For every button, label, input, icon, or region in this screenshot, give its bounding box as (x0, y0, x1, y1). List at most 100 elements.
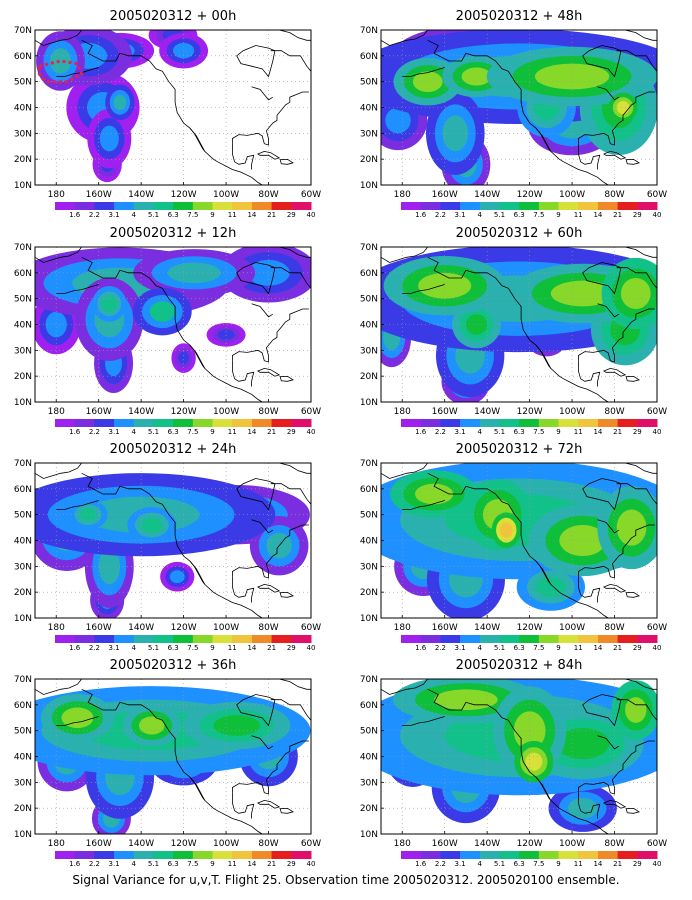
colorbar-label: 11 (574, 860, 583, 868)
colorbar-label: 2.2 (435, 860, 446, 868)
colorbar-label: 40 (653, 860, 662, 868)
map-panels: 2005020312 + 00h 10N 20N 30N 40N 50N 60N 70N 180… (14, 9, 667, 868)
coastline (578, 360, 601, 387)
colorbar-swatch (212, 202, 233, 210)
colorbar-swatch (617, 851, 638, 859)
colorbar-label: 1.6 (69, 428, 81, 436)
y-tick-label: 10N (360, 830, 378, 840)
colorbar-swatch (538, 419, 560, 427)
colorbar-label: 3.1 (109, 860, 120, 868)
variance-contour (99, 125, 119, 152)
colorbar-swatch (558, 202, 579, 210)
colorbar-swatch (479, 851, 500, 859)
y-tick-label: 30N (14, 778, 32, 788)
colorbar-label: 1.6 (415, 428, 427, 436)
x-tick-label: 140W (128, 623, 154, 633)
colorbar-swatch (519, 419, 540, 427)
colorbar-label: 6.3 (168, 428, 179, 436)
coastline (597, 519, 620, 534)
coastline (236, 262, 276, 295)
coastline (35, 247, 83, 263)
colorbar-label: 9 (556, 211, 560, 219)
colorbar-swatch (479, 202, 500, 210)
y-tick-label: 30N (360, 129, 378, 139)
coastlines (35, 247, 311, 402)
colorbar-label: 5.1 (148, 211, 159, 219)
x-tick-label: 140W (474, 623, 500, 633)
colorbar-swatch (291, 202, 312, 210)
variance-contour (525, 752, 543, 771)
colorbar-swatch (133, 851, 154, 859)
observation-region-marker (37, 59, 84, 84)
coastline (381, 463, 429, 479)
colorbar-swatch (597, 419, 619, 427)
x-tick-label: 180 (394, 839, 411, 849)
coastline (279, 247, 311, 258)
coastline (232, 91, 309, 146)
colorbar-label: 3.1 (455, 860, 466, 868)
colorbar-swatch (173, 419, 194, 427)
coastline (251, 303, 274, 318)
colorbar-swatch (401, 202, 422, 210)
y-tick-label: 40N (360, 104, 378, 114)
colorbar: 1.6 2.2 3.1 4 5.1 6.3 7.5 9 11 14 21 29 40 (401, 851, 661, 868)
coastline (535, 127, 552, 152)
coastline (535, 776, 552, 801)
colorbar-swatch (578, 851, 599, 859)
y-tick-label: 50N (360, 727, 378, 737)
coastline (402, 67, 445, 77)
x-tick-label: 80W (604, 190, 624, 200)
colorbar-swatch (460, 851, 481, 859)
coastline (236, 694, 276, 727)
variance-contour (442, 115, 469, 152)
x-tick-label: 80W (604, 407, 624, 417)
colorbar-swatch (401, 851, 422, 859)
variance-contour (98, 548, 120, 585)
colorbar-swatch (291, 419, 312, 427)
coastline (236, 45, 276, 78)
y-tick-label: 50N (14, 511, 32, 521)
y-tick-label: 70N (14, 26, 32, 36)
colorbar-swatch (55, 635, 76, 643)
y-tick-label: 50N (360, 295, 378, 305)
colorbar-swatch (420, 635, 441, 643)
colorbar-swatch (291, 635, 312, 643)
colorbar-label: 21 (613, 860, 622, 868)
coastline (402, 716, 445, 726)
colorbar-label: 5.1 (148, 860, 159, 868)
y-tick-label: 60N (360, 269, 378, 279)
y-tick-label: 50N (360, 511, 378, 521)
colorbar-swatch (173, 635, 194, 643)
y-tick-label: 40N (14, 537, 32, 547)
colorbar-swatch (232, 635, 253, 643)
x-tick-label: 140W (128, 839, 154, 849)
colorbar-label: 5.1 (148, 644, 159, 652)
y-tick-label: 20N (360, 588, 378, 598)
colorbar-label: 9 (556, 860, 560, 868)
y-tick-label: 10N (360, 398, 378, 408)
x-tick-label: 160W (86, 407, 112, 417)
variance-contour (61, 707, 94, 729)
coastline (427, 472, 609, 618)
y-tick-label: 30N (14, 129, 32, 139)
colorbar-label: 14 (593, 428, 602, 436)
variance-field (35, 686, 311, 834)
colorbar-swatch (460, 202, 481, 210)
colorbar-swatch (637, 202, 658, 210)
colorbar-label: 7.5 (533, 860, 544, 868)
variance-contour (556, 728, 610, 760)
x-tick-label: 80W (604, 623, 624, 633)
colorbar-label: 6.3 (168, 211, 179, 219)
y-tick-label: 70N (360, 459, 378, 469)
coastline (35, 679, 83, 695)
colorbar-label: 29 (287, 428, 296, 436)
coastline (257, 150, 281, 160)
coastline (189, 127, 206, 152)
coastline (81, 256, 263, 402)
x-tick-label: 60W (647, 190, 667, 200)
colorbar-label: 9 (210, 428, 214, 436)
colorbar-label: 11 (228, 644, 237, 652)
y-tick-label: 20N (360, 804, 378, 814)
colorbar-label: 3.1 (109, 428, 120, 436)
x-tick-label: 100W (213, 407, 239, 417)
